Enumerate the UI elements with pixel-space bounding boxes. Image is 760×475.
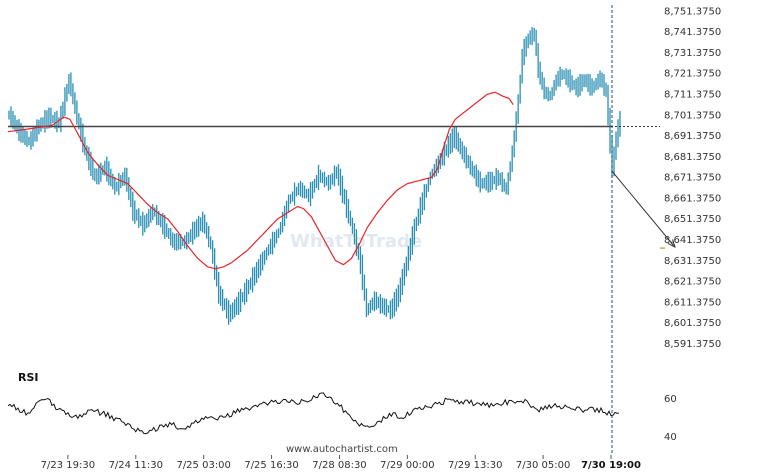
price-tick-label: 8,651.3750	[664, 214, 721, 225]
price-tick-label: 8,691.3750	[664, 131, 721, 142]
rsi-line-group	[7, 392, 620, 435]
x-tick-label: 7/30 19:00	[581, 460, 641, 471]
price-tick-label: 8,661.3750	[664, 193, 721, 204]
rsi-tick-label: 40	[664, 432, 677, 443]
price-tick-label: 8,701.3750	[664, 110, 721, 121]
x-tick-label: 7/25 03:00	[176, 460, 230, 471]
price-tick-label: 8,741.3750	[664, 27, 721, 38]
x-tick-label: 7/29 13:30	[448, 460, 502, 471]
price-tick-label: 8,721.3750	[664, 69, 721, 80]
price-tick-label: 8,591.3750	[664, 339, 721, 350]
price-axis: 8,751.3750 8,741.3750 8,731.3750 8,721.3750…	[664, 6, 721, 350]
levels	[8, 5, 676, 455]
x-tick-label: 7/24 11:30	[109, 460, 163, 471]
moving-average-line	[7, 91, 514, 270]
price-tick-label: 8,731.3750	[664, 48, 721, 59]
x-tick-label: 7/28 08:30	[312, 460, 366, 471]
rsi-tick-label: 60	[664, 394, 677, 405]
footer-url: www.autochartist.com	[286, 444, 398, 455]
x-tick-label: 7/30 05:00	[516, 460, 570, 471]
moving-average	[7, 91, 514, 270]
price-tick-label: 8,681.3750	[664, 152, 721, 163]
price-tick-label: 8,751.3750	[664, 6, 721, 17]
x-axis: 7/23 19:30 7/24 11:30 7/25 03:00 7/25 16:30…	[41, 455, 641, 471]
price-tick-label: 8,641.3750	[664, 235, 721, 246]
rsi-line	[7, 392, 620, 435]
x-tick-label: 7/25 16:30	[244, 460, 298, 471]
rsi-title: RSI	[18, 371, 39, 384]
price-tick-label: 8,611.3750	[664, 297, 721, 308]
price-tick-label: 8,671.3750	[664, 173, 721, 184]
x-tick-label: 7/29 00:00	[380, 460, 434, 471]
price-tick-label: 8,631.3750	[664, 256, 721, 267]
rsi-axis: 60 40	[664, 394, 677, 443]
price-tick-label: 8,621.3750	[664, 277, 721, 288]
price-bars	[8, 27, 621, 325]
forecast-arrow-head	[667, 239, 676, 249]
forecast-arrow	[611, 170, 676, 248]
price-tick-label: 8,711.3750	[664, 90, 721, 101]
x-tick-label: 7/23 19:30	[41, 460, 95, 471]
price-tick-label: 8,601.3750	[664, 318, 721, 329]
